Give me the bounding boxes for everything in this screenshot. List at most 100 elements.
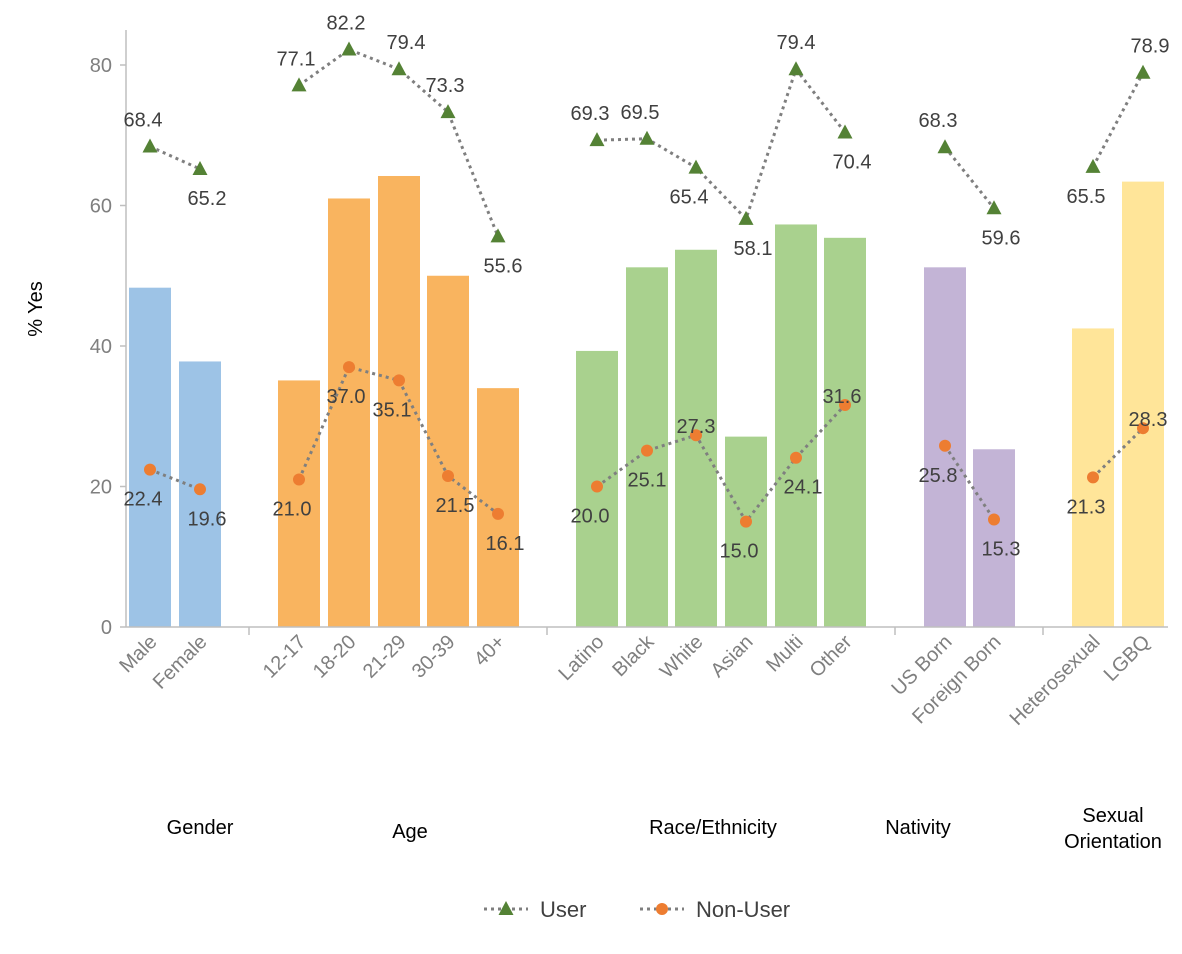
user-line-gender [149, 145, 201, 171]
user-data-label-white: 65.4 [670, 187, 709, 209]
non-user-data-label-other: 31.6 [823, 386, 862, 408]
bar-foreign-born [973, 449, 1015, 627]
user-data-label-other: 70.4 [833, 151, 872, 173]
user-marker-white [688, 159, 704, 174]
user-marker-30-39 [440, 104, 456, 119]
category-label-12-17: 12-17 [259, 631, 311, 683]
legend-label-non-user: Non-User [696, 897, 790, 922]
user-marker-12-17 [291, 77, 307, 92]
group-label-race-ethnicity: Race/Ethnicity [649, 817, 777, 839]
group-label-age: Age [392, 821, 428, 843]
bar-other [824, 237, 866, 627]
user-marker-black [639, 130, 655, 145]
non-user-line-age [297, 365, 499, 516]
y-tick-label: 80 [90, 55, 112, 77]
y-tick-label: 0 [101, 617, 112, 639]
user-data-label-asian: 58.1 [734, 238, 773, 260]
category-label-30-39: 30-39 [408, 631, 460, 683]
user-marker-18-20 [341, 41, 357, 56]
non-user-data-label-female: 19.6 [188, 508, 227, 530]
user-data-label-latino: 69.3 [571, 103, 610, 125]
non-user-marker-latino [591, 480, 603, 493]
non-user-marker-lgbq [1137, 422, 1149, 435]
category-label-white: White [656, 631, 708, 683]
non-user-marker-black [641, 444, 653, 457]
bar-lgbq [1122, 181, 1164, 628]
non-user-data-label-30-39: 21.5 [436, 495, 475, 517]
non-user-marker-other [839, 399, 851, 412]
category-label-21-29: 21-29 [359, 631, 411, 683]
user-marker-female [192, 160, 208, 175]
non-user-marker-12-17 [293, 473, 305, 486]
category-label-heterosexual: Heterosexual [1006, 631, 1105, 730]
non-user-marker-30-39 [442, 469, 454, 482]
y-tick-label: 60 [90, 196, 112, 218]
non-user-data-label-40: 16.1 [486, 533, 525, 555]
non-user-data-label-us-born: 25.8 [919, 465, 958, 487]
non-user-marker-40 [492, 507, 504, 520]
user-line-sexual-orientation [1091, 72, 1145, 168]
user-data-label-40: 55.6 [484, 255, 523, 277]
user-data-label-multi: 79.4 [777, 32, 816, 54]
user-data-label-foreign-born: 59.6 [982, 227, 1021, 249]
non-user-data-label-heterosexual: 21.3 [1067, 496, 1106, 518]
non-user-data-label-multi: 24.1 [784, 477, 823, 499]
user-data-label-30-39: 73.3 [426, 75, 465, 97]
non-user-marker-foreign-born [988, 513, 1000, 526]
non-user-data-label-12-17: 21.0 [273, 498, 312, 520]
bar-multi [775, 224, 817, 627]
non-user-marker-21-29 [393, 374, 405, 387]
y-axis-label: % Yes [25, 281, 47, 337]
user-data-label-black: 69.5 [621, 102, 660, 124]
non-user-marker-multi [790, 451, 802, 464]
non-user-line-sexual-orientation [1091, 427, 1145, 479]
bars-layer [129, 175, 1164, 628]
user-data-label-us-born: 68.3 [919, 110, 958, 132]
category-label-other: Other [806, 631, 857, 682]
user-marker-male [142, 138, 158, 153]
user-line-nativity [943, 146, 996, 210]
user-marker-21-29 [391, 61, 407, 76]
non-user-data-label-21-29: 35.1 [373, 399, 412, 421]
user-marker-foreign-born [986, 200, 1002, 215]
category-label-female: Female [149, 631, 212, 694]
category-label-male: Male [115, 631, 161, 677]
group-label-gender: Gender [167, 817, 234, 839]
bar-male [129, 287, 171, 627]
user-marker-other [837, 124, 853, 139]
non-user-line-gender [149, 468, 201, 491]
category-label-18-20: 18-20 [309, 631, 361, 683]
non-user-line-nativity [943, 444, 996, 521]
non-user-line-race-ethnicity [596, 403, 847, 525]
non-user-data-label-male: 22.4 [124, 489, 163, 511]
user-marker-us-born [937, 139, 953, 154]
non-user-marker-male [144, 463, 156, 476]
group-labels-layer: Gender Age Race/Ethnicity Nativity Sexual Ori… [167, 805, 1162, 853]
user-marker-latino [589, 132, 605, 147]
user-data-label-lgbq: 78.9 [1131, 36, 1170, 58]
series-markers-layer [142, 41, 1151, 528]
non-user-marker-asian [740, 515, 752, 528]
category-label-lgbq: LGBQ [1100, 631, 1155, 686]
user-data-label-heterosexual: 65.5 [1067, 186, 1106, 208]
user-data-label-18-20: 82.2 [327, 13, 366, 35]
bar-asian [725, 436, 767, 627]
user-data-label-male: 68.4 [124, 109, 163, 131]
category-label-black: Black [608, 630, 659, 681]
user-marker-40 [490, 228, 506, 243]
group-label-nativity: Nativity [885, 817, 951, 839]
user-marker-multi [788, 61, 804, 76]
user-marker-heterosexual [1085, 158, 1101, 173]
user-data-label-female: 65.2 [188, 188, 227, 210]
bar-21-29 [378, 175, 420, 627]
category-label-latino: Latino [554, 631, 608, 685]
non-user-data-label-18-20: 37.0 [327, 386, 366, 408]
user-line-age [298, 47, 500, 237]
category-label-asian: Asian [707, 631, 758, 682]
category-label-multi: Multi [762, 631, 807, 676]
user-data-label-12-17: 77.1 [277, 48, 316, 70]
legend-marker-user [498, 901, 514, 915]
